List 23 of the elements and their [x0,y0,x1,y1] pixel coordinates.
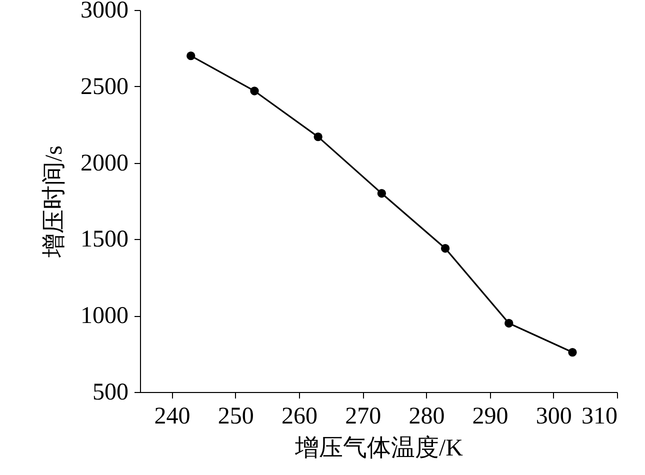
y-axis-title: 增压时间/s [42,145,68,259]
y-tick-label: 1000 [80,303,128,330]
x-tick-label: 280 [408,404,445,430]
y-tick-label: 1500 [80,226,128,253]
point [568,348,577,357]
x-tick-label: 290 [472,404,508,430]
y-tick-label: 2500 [80,74,128,100]
x-tick-label: 250 [218,404,254,430]
x-axis-title: 增压气体温度/K [294,434,464,462]
x-tick-label: 270 [345,404,382,430]
y-tick-label: 500 [92,380,128,406]
point [186,52,196,60]
point [314,132,322,142]
y-tick-label: 3000 [80,0,128,24]
y-tick-label: 2000 [80,150,128,176]
x-tick-label: 260 [282,404,318,430]
point [250,86,259,96]
x-tick-label: 300 [536,404,572,430]
point [504,318,514,328]
point [377,189,386,198]
x-tick-label: 240 [154,404,190,430]
point [440,244,450,253]
x-tick-label: 310 [582,404,618,430]
